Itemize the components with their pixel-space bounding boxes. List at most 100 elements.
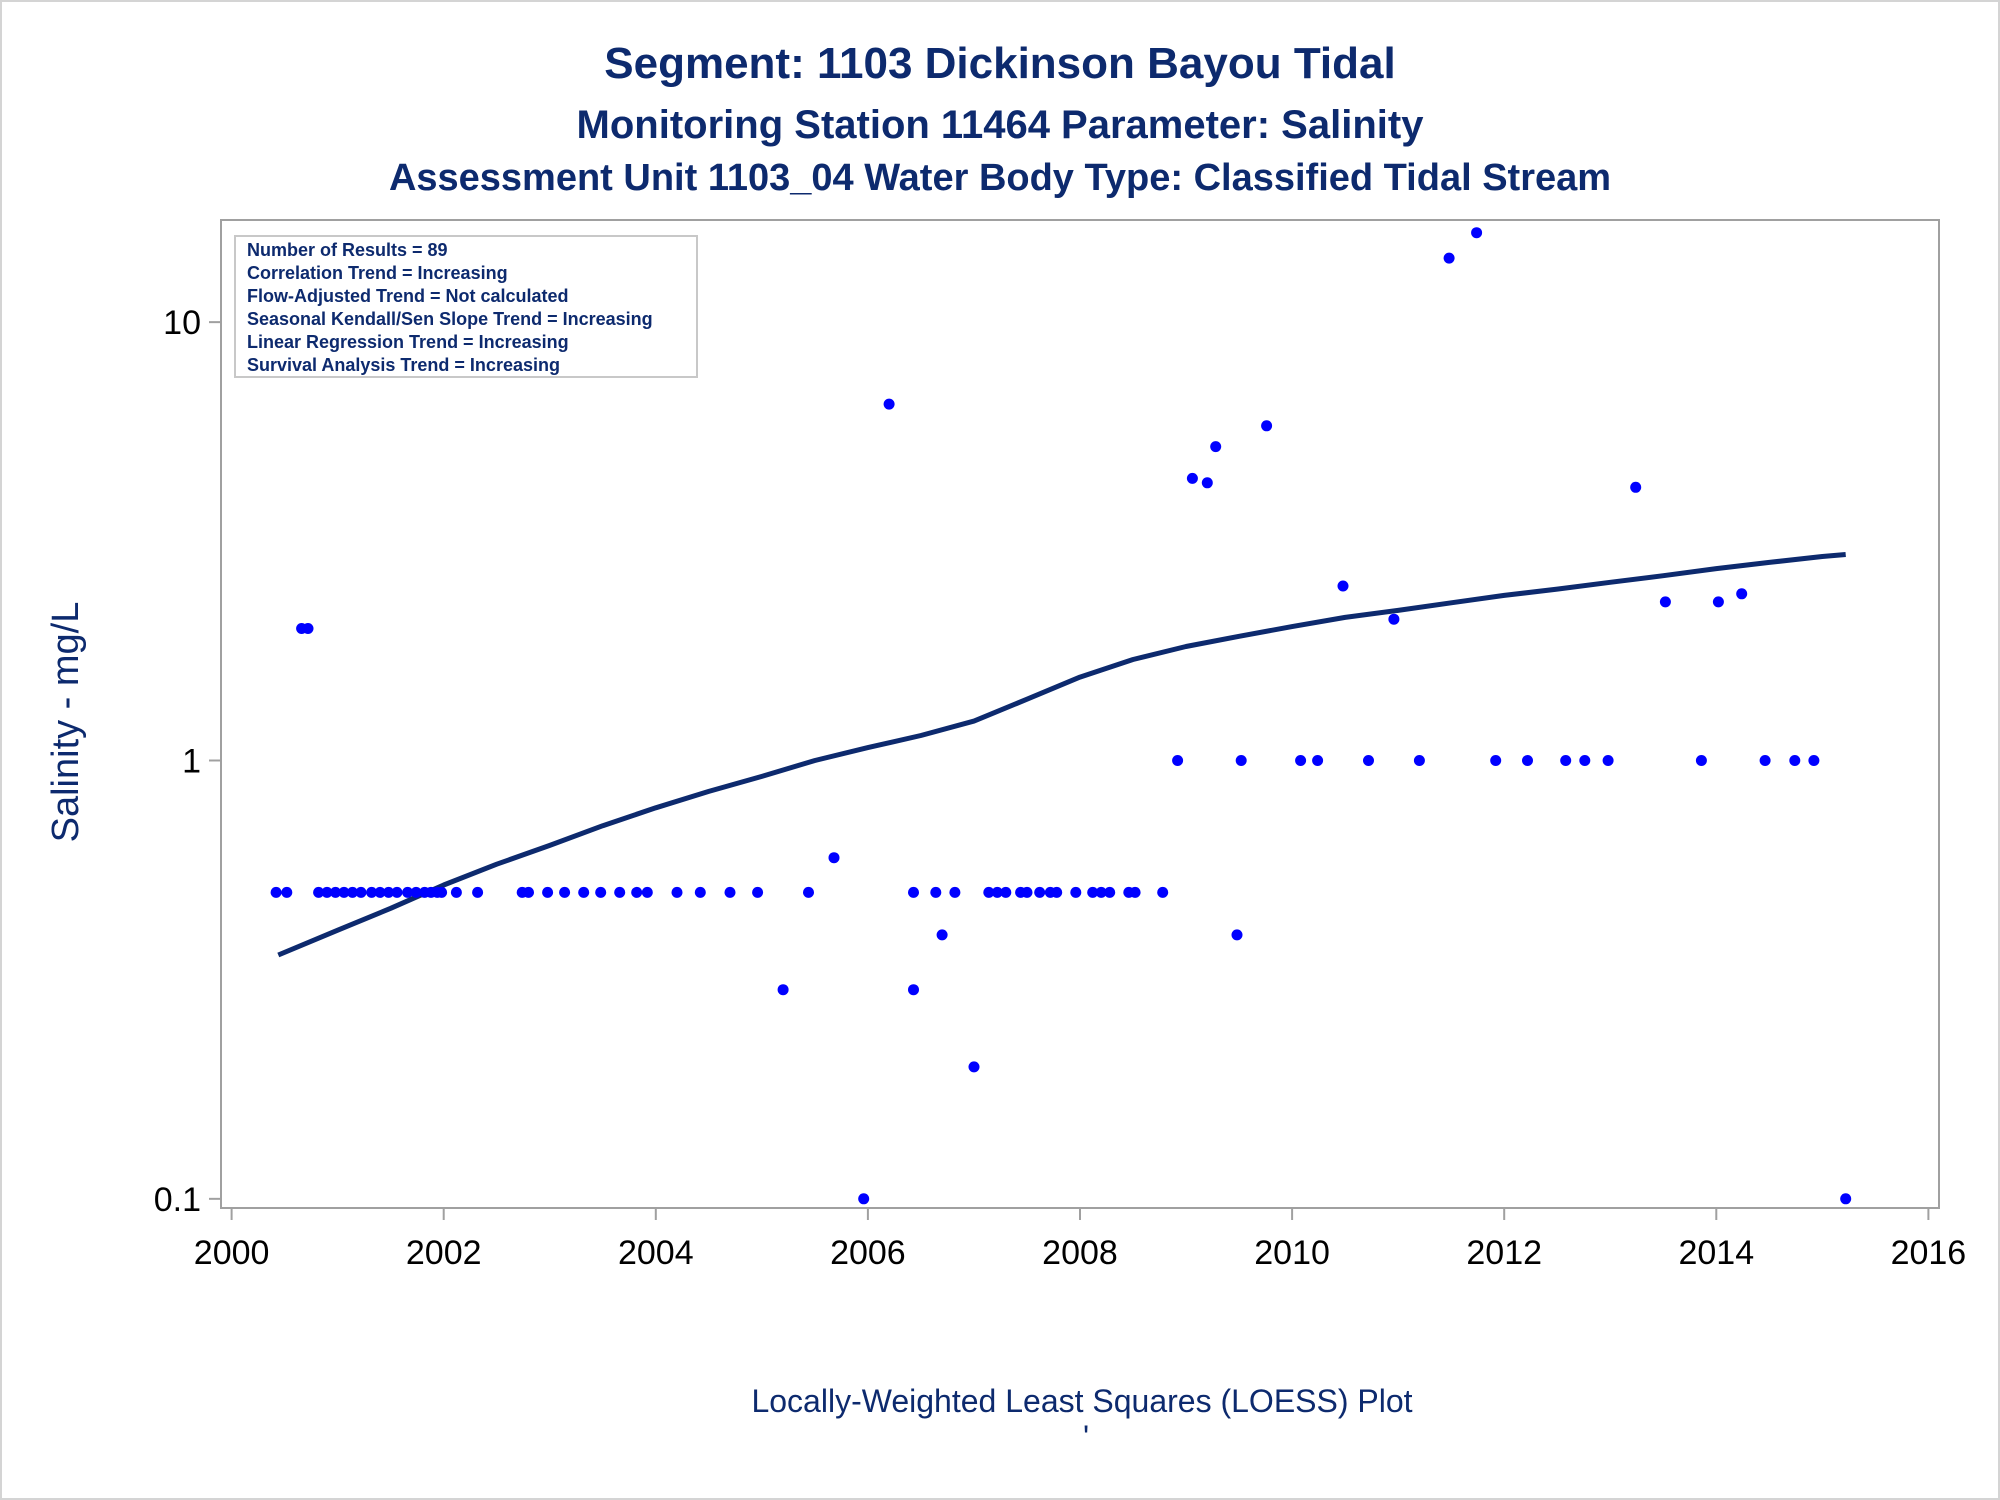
data-point [1413, 755, 1425, 766]
data-point [936, 929, 948, 941]
data-point [270, 886, 282, 898]
data-point [1363, 755, 1374, 766]
x-tick-label: 2002 [406, 1234, 482, 1272]
data-point [1104, 886, 1116, 898]
data-point [614, 886, 626, 898]
data-point [472, 886, 484, 898]
data-point [402, 886, 414, 898]
data-point [1201, 477, 1213, 489]
stats-line: Number of Results = 89 [247, 240, 448, 260]
data-point [391, 886, 403, 898]
stats-line: Correlation Trend = Increasing [247, 263, 508, 283]
data-point [1808, 755, 1820, 766]
points-layer [270, 227, 1852, 1205]
data-point [883, 398, 895, 410]
data-point [1579, 755, 1591, 766]
data-point [991, 886, 1003, 898]
data-point [777, 984, 789, 996]
x-tick-label: 2008 [1042, 1234, 1118, 1272]
data-point [1034, 886, 1046, 898]
data-point [908, 886, 919, 898]
x-tick-label: 2014 [1678, 1234, 1754, 1272]
data-point [1095, 886, 1107, 898]
x-tick-label: 2000 [194, 1234, 270, 1272]
data-point [1000, 886, 1012, 898]
data-point [578, 886, 590, 898]
chart-subtitle-2: Assessment Unit 1103_04 Water Body Type:… [389, 157, 1611, 199]
data-point [1789, 755, 1801, 766]
x-tick-label: 2010 [1254, 1234, 1330, 1272]
x-tick-label: 2016 [1891, 1234, 1967, 1272]
data-point [1295, 755, 1307, 766]
y-tick-label: 1 [182, 742, 201, 780]
loess-line [277, 552, 1846, 958]
data-point [1157, 886, 1169, 898]
data-point [321, 886, 333, 898]
data-point [1630, 481, 1642, 493]
data-point [1736, 588, 1748, 600]
x-tick-label: 2006 [830, 1234, 906, 1272]
y-tick-label: 0.1 [154, 1181, 201, 1219]
data-point [949, 886, 961, 898]
data-point [828, 852, 840, 864]
data-point [983, 886, 995, 898]
data-point [355, 886, 367, 898]
data-point [1560, 755, 1572, 766]
data-point [1051, 886, 1063, 898]
data-point [631, 886, 643, 898]
data-point [313, 886, 325, 898]
chart-footnote: Locally-Weighted Least Squares (LOESS) P… [751, 1383, 1412, 1419]
data-point [436, 886, 448, 898]
data-point [1522, 755, 1533, 766]
data-point [1261, 420, 1273, 432]
x-axis: 2000 2002 2004 2006 2008 2010 2012 2014 2016 [194, 1208, 1966, 1272]
y-tick-label: 10 [163, 304, 201, 342]
data-point [1840, 1193, 1852, 1205]
data-point [858, 1193, 870, 1205]
data-point [1443, 252, 1455, 264]
data-point [908, 984, 919, 996]
data-point [1388, 613, 1400, 625]
footnote-mark: ' [1083, 1419, 1089, 1455]
stats-line: Seasonal Kendall/Sen Slope Trend = Incre… [247, 309, 653, 329]
data-point [694, 886, 706, 898]
data-point [1186, 472, 1198, 484]
data-point [1337, 580, 1349, 592]
data-point [968, 1061, 980, 1073]
stats-line: Survival Analysis Trend = Increasing [247, 355, 560, 375]
data-point [450, 886, 462, 898]
y-axis-label: Salinity - mg/L [45, 602, 87, 843]
x-tick-label: 2012 [1466, 1234, 1542, 1272]
data-point [641, 886, 653, 898]
data-point [1210, 441, 1222, 453]
data-point [1659, 596, 1671, 608]
data-point [374, 886, 386, 898]
data-point [1021, 886, 1033, 898]
data-point [1490, 755, 1502, 766]
data-point [302, 623, 314, 634]
data-point [1602, 755, 1614, 766]
chart-title: Segment: 1103 Dickinson Bayou Tidal [604, 39, 1395, 88]
data-point [1695, 755, 1707, 766]
data-point [724, 886, 736, 898]
data-point [366, 886, 378, 898]
data-point [347, 886, 358, 898]
chart-subtitle: Monitoring Station 11464 Parameter: Sali… [577, 103, 1425, 147]
data-point [595, 886, 607, 898]
data-point [1231, 929, 1243, 941]
data-point [1471, 227, 1483, 239]
loess-layer [277, 552, 1846, 958]
stats-line: Linear Regression Trend = Increasing [247, 332, 569, 352]
data-point [383, 886, 395, 898]
data-point [1087, 886, 1099, 898]
data-point [410, 886, 422, 898]
stats-box: Number of Results = 89 Correlation Trend… [234, 235, 698, 378]
data-point [1129, 886, 1141, 898]
data-point [330, 886, 341, 898]
data-point [338, 886, 350, 898]
data-point [281, 886, 293, 898]
data-point [559, 886, 571, 898]
data-point [1172, 755, 1184, 766]
data-point [542, 886, 554, 898]
